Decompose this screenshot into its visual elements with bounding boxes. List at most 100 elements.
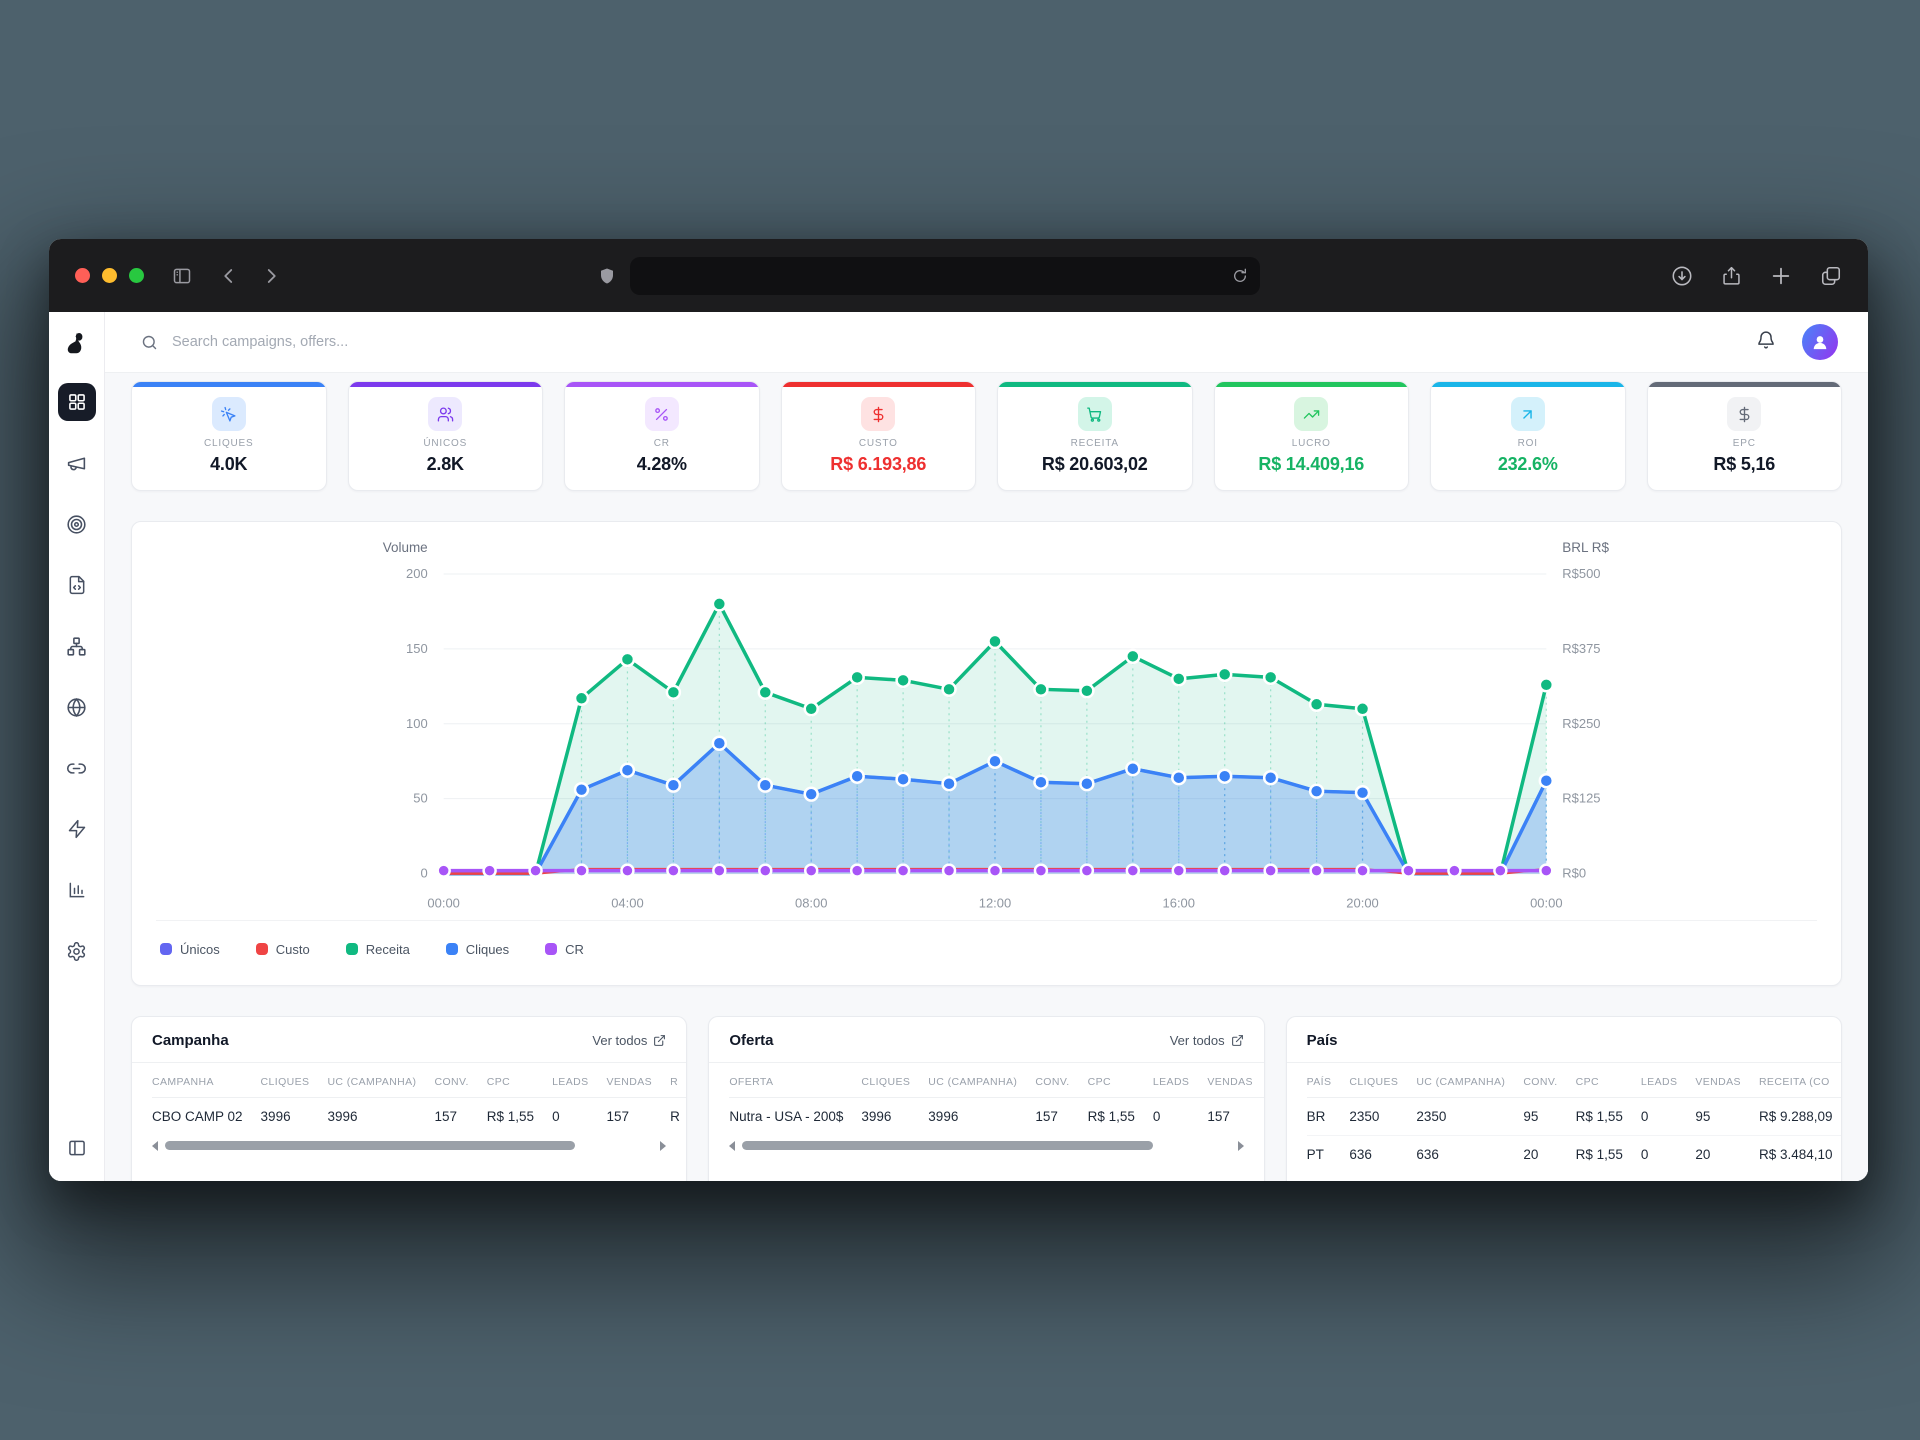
stat-value: 4.28% bbox=[636, 454, 687, 474]
minimize-window-button[interactable] bbox=[102, 268, 117, 283]
scroll-right-arrow[interactable] bbox=[1237, 1141, 1244, 1151]
megaphone-icon bbox=[67, 456, 86, 470]
column-header[interactable]: R bbox=[670, 1063, 687, 1098]
stat-card-lucro[interactable]: LUCRO R$ 14.409,16 bbox=[1213, 381, 1409, 491]
accent-bar bbox=[998, 382, 1192, 387]
ver-todos-link[interactable]: Ver todos bbox=[1170, 1033, 1244, 1048]
column-header[interactable]: VENDAS bbox=[1207, 1063, 1264, 1098]
accent-bar bbox=[1647, 382, 1841, 387]
sidebar-item-dashboard[interactable] bbox=[57, 383, 96, 421]
column-header[interactable]: VENDAS bbox=[1695, 1063, 1759, 1098]
column-header[interactable]: UC (CAMPANHA) bbox=[327, 1063, 435, 1098]
legend-item[interactable]: Receita bbox=[345, 942, 410, 957]
sidebar-item-links[interactable] bbox=[58, 749, 96, 787]
global-search[interactable] bbox=[141, 334, 1756, 351]
tab-overview-icon[interactable] bbox=[1820, 265, 1842, 287]
search-input[interactable] bbox=[172, 334, 592, 350]
table-cell: 2350 bbox=[1349, 1097, 1417, 1136]
table-cell: 157 bbox=[1207, 1109, 1230, 1124]
sidebar-item-domains[interactable] bbox=[58, 688, 96, 726]
url-input[interactable] bbox=[642, 267, 1232, 284]
forward-button[interactable] bbox=[262, 267, 280, 285]
column-header[interactable]: UC (CAMPANHA) bbox=[1416, 1063, 1524, 1098]
sidebar-item-landers[interactable] bbox=[58, 566, 96, 604]
column-header[interactable]: LEADS bbox=[552, 1063, 607, 1098]
avatar[interactable] bbox=[1802, 324, 1838, 360]
stat-card-epc[interactable]: EPC R$ 5,16 bbox=[1646, 381, 1842, 491]
column-header[interactable]: PAÍS bbox=[1306, 1063, 1350, 1098]
table-cell: PT bbox=[1306, 1147, 1324, 1162]
column-header[interactable]: CONV. bbox=[434, 1063, 487, 1098]
axis-label: 04:00 bbox=[611, 896, 643, 911]
scroll-right-arrow[interactable] bbox=[660, 1141, 667, 1151]
table-cell: R$ 1,55 bbox=[1087, 1109, 1135, 1124]
timeseries-chart-card: 0 R$0 50 R$125 100 R$250 150 R$375 200 R$500 Volum… bbox=[131, 521, 1842, 986]
new-tab-icon[interactable] bbox=[1770, 265, 1792, 287]
stat-value: R$ 5,16 bbox=[1713, 454, 1776, 474]
sidebar-item-campaigns[interactable] bbox=[58, 444, 96, 482]
column-header[interactable]: UC (CAMPANHA) bbox=[928, 1063, 1036, 1098]
notifications-bell-icon[interactable] bbox=[1756, 330, 1776, 355]
column-header[interactable]: CLIQUES bbox=[260, 1063, 328, 1098]
stat-card-custo[interactable]: CUSTO R$ 6.193,86 bbox=[780, 381, 976, 491]
column-header[interactable]: LEADS bbox=[1152, 1063, 1208, 1098]
sidebar-item-automations[interactable] bbox=[58, 810, 96, 848]
table-row[interactable]: Nutra - USA - 200$ 3996 3996 157 R$ 1,55 0 157 bbox=[729, 1098, 1263, 1136]
downloads-icon[interactable] bbox=[1671, 265, 1693, 287]
table-cell: 95 bbox=[1523, 1097, 1576, 1136]
sidebar-item-offers[interactable] bbox=[58, 505, 96, 543]
back-button[interactable] bbox=[220, 267, 238, 285]
stat-card-unicos[interactable]: ÚNICOS 2.8K bbox=[347, 381, 543, 491]
table-row[interactable]: BR 2350 2350 95 R$ 1,55 0 95 R$ 9.288,09 bbox=[1306, 1097, 1841, 1136]
column-header[interactable]: CAMPANHA bbox=[152, 1063, 261, 1098]
reload-icon[interactable] bbox=[1232, 268, 1248, 284]
sidebar-item-reports[interactable] bbox=[58, 871, 96, 909]
app-logo[interactable] bbox=[49, 312, 104, 373]
column-header[interactable]: CPC bbox=[1575, 1063, 1641, 1098]
column-header[interactable]: CLIQUES bbox=[1349, 1063, 1417, 1098]
scroll-left-arrow[interactable] bbox=[152, 1141, 158, 1151]
zoom-window-button[interactable] bbox=[129, 268, 144, 283]
ver-todos-link[interactable]: Ver todos bbox=[592, 1033, 666, 1048]
table-cell: 20 bbox=[1695, 1147, 1711, 1162]
scrollbar-thumb[interactable] bbox=[742, 1141, 1153, 1150]
column-header[interactable]: CPC bbox=[1087, 1063, 1153, 1098]
stat-card-cliques[interactable]: CLIQUES 4.0K bbox=[131, 381, 327, 491]
column-header[interactable]: OFERTA bbox=[729, 1063, 862, 1098]
scrollbar-track[interactable] bbox=[742, 1141, 1230, 1151]
axis-label: R$375 bbox=[1562, 641, 1600, 656]
sidebar-item-flows[interactable] bbox=[58, 627, 96, 665]
column-header[interactable]: CONV. bbox=[1035, 1063, 1088, 1098]
legend-item[interactable]: Cliques bbox=[445, 942, 509, 957]
column-header[interactable]: VENDAS bbox=[606, 1063, 671, 1098]
card-title: Oferta bbox=[729, 1032, 774, 1049]
share-icon[interactable] bbox=[1721, 265, 1742, 287]
legend-item[interactable]: CR bbox=[545, 942, 584, 957]
sidebar-item-settings[interactable] bbox=[58, 932, 96, 970]
url-bar[interactable] bbox=[630, 256, 1260, 295]
legend-label: Únicos bbox=[180, 941, 220, 957]
column-header[interactable]: CLIQUES bbox=[861, 1063, 929, 1098]
stat-card-receita[interactable]: RECEITA R$ 20.603,02 bbox=[997, 381, 1193, 491]
stat-value: 2.8K bbox=[426, 454, 464, 474]
column-header[interactable]: CONV. bbox=[1523, 1063, 1576, 1098]
stat-card-cr[interactable]: CR 4.28% bbox=[564, 381, 760, 491]
column-header[interactable]: LEADS bbox=[1640, 1063, 1696, 1098]
table-row[interactable]: PT 636 636 20 R$ 1,55 0 20 R$ 3.484,10 bbox=[1307, 1136, 1841, 1174]
scrollbar-thumb[interactable] bbox=[165, 1141, 576, 1150]
external-link-icon bbox=[1231, 1035, 1243, 1046]
axis-label: R$250 bbox=[1562, 716, 1600, 731]
stat-card-roi[interactable]: ROI 232.6% bbox=[1430, 381, 1626, 491]
table-row[interactable]: CBO CAMP 02 3996 3996 157 R$ 1,55 0 157 R bbox=[152, 1098, 686, 1136]
legend-item[interactable]: Custo bbox=[255, 942, 310, 957]
collapse-sidebar-icon[interactable] bbox=[67, 1138, 87, 1181]
column-header[interactable]: RECEITA (CO bbox=[1758, 1063, 1841, 1098]
legend-item[interactable]: Únicos bbox=[160, 942, 220, 957]
privacy-shield-icon[interactable] bbox=[598, 265, 616, 287]
column-header[interactable]: CPC bbox=[486, 1063, 553, 1098]
table-cell: 157 bbox=[434, 1109, 457, 1124]
scrollbar-track[interactable] bbox=[165, 1141, 653, 1151]
sidebar-toggle-icon[interactable] bbox=[172, 266, 192, 286]
close-window-button[interactable] bbox=[75, 268, 90, 283]
scroll-left-arrow[interactable] bbox=[729, 1141, 736, 1151]
